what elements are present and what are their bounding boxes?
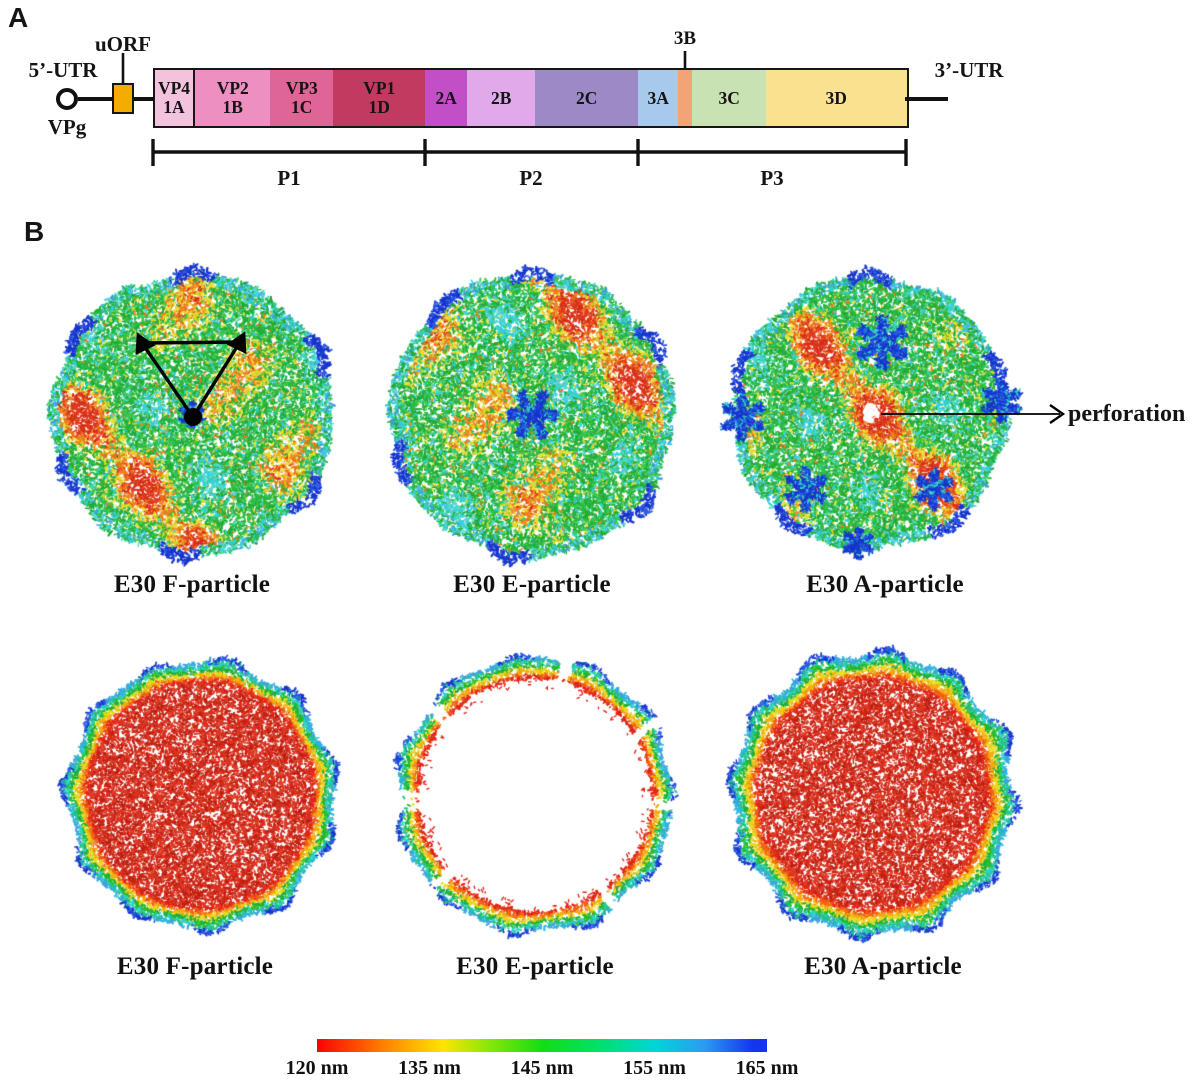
genome-segment-vp2-1b: VP2 1B (195, 68, 273, 128)
region-label-p1: P1 (277, 166, 301, 190)
utr5-label: 5’-UTR (28, 58, 98, 82)
genome-segment-3c: 3C (692, 68, 769, 128)
panel-a-label: A (8, 2, 29, 33)
a-particle-bottom-label: E30 A-particle (804, 953, 962, 980)
colorbar-tick-165nm: 165 nm (735, 1057, 799, 1079)
polyprotein-brackets (151, 139, 908, 166)
a-particle-surface-rendering (705, 248, 1035, 578)
genome-segment-3a: 3A (638, 68, 681, 128)
f-particle-top-label: E30 F-particle (113, 571, 271, 598)
genome-segment-vp4-1a: VP4 1A (153, 68, 195, 128)
colorbar-tick-120nm: 120 nm (285, 1057, 349, 1079)
3b-callout-label: 3B (673, 28, 697, 49)
e-particle-top-label: E30 E-particle (453, 571, 611, 598)
genome-segment-vp1-1d: VP1 1D (333, 68, 428, 128)
genome-segment-2c: 2C (535, 68, 641, 128)
genome-segment-2b: 2B (467, 68, 538, 128)
genome-segment-3d: 3D (766, 68, 909, 128)
colorbar-tick-155nm: 155 nm (623, 1057, 686, 1079)
a-particle-top-label: E30 A-particle (806, 571, 964, 598)
colorbar-ticks: 120 nm 135 nm 145 nm 155 nm 165 nm (272, 1057, 812, 1080)
utr3-label: 3’-UTR (934, 58, 1004, 82)
e-particle-cross-section (370, 630, 700, 960)
a-particle-cross-section (708, 629, 1038, 959)
panel-b-label: B (24, 216, 45, 247)
f-particle-cross-section (36, 630, 366, 960)
uorf-label: uORF (94, 32, 151, 56)
colorbar (317, 1039, 767, 1052)
genome-segment-vp3-1c: VP3 1C (270, 68, 336, 128)
genome-segment-2a: 2A (425, 68, 470, 128)
f-particle-surface-rendering (27, 250, 357, 580)
uorf-box (112, 83, 134, 114)
colorbar-tick-135nm: 135 nm (398, 1057, 461, 1079)
vpg-circle (56, 88, 78, 110)
e-particle-surface-rendering (367, 250, 697, 580)
e-particle-bottom-label: E30 E-particle (456, 953, 614, 980)
region-label-p2: P2 (519, 166, 543, 190)
f-particle-bottom-label: E30 F-particle (116, 953, 274, 980)
genome-segment-row: VP4 1A VP2 1B VP3 1C VP1 1D 2A 2B 2C 3A 3C 3D (153, 68, 909, 128)
colorbar-tick-145nm: 145 nm (510, 1057, 574, 1079)
vpg-label: VPg (47, 115, 87, 139)
perforation-label: perforation (1068, 401, 1186, 427)
region-label-p3: P3 (760, 166, 784, 190)
